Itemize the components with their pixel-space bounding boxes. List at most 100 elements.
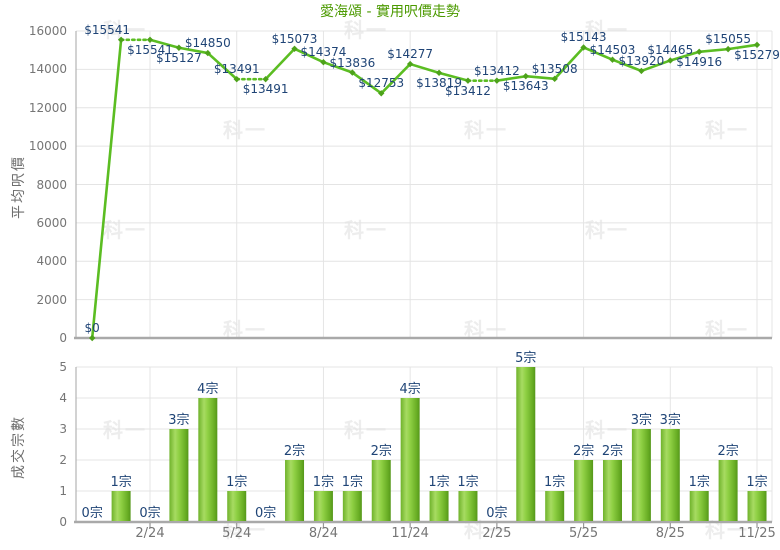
bar-count-label: 4宗 xyxy=(399,382,421,397)
bar-count-label: 1宗 xyxy=(688,475,710,490)
price-point-label: $13836 xyxy=(329,55,376,70)
transaction-bar[interactable] xyxy=(169,429,189,521)
price-point-marker[interactable] xyxy=(551,75,558,83)
transaction-bar[interactable] xyxy=(689,491,709,521)
price-ytick-label: 4000 xyxy=(36,254,67,269)
price-point-label: $13491 xyxy=(213,62,260,77)
price-ytick-label: 2000 xyxy=(36,292,67,307)
bar-count-label: 1宗 xyxy=(341,475,363,490)
price-point-marker[interactable] xyxy=(609,56,616,63)
price-point-marker[interactable] xyxy=(117,36,125,44)
price-point-marker[interactable] xyxy=(233,75,240,83)
price-point-label: $15055 xyxy=(705,32,752,47)
count-axis-title: 成交宗數 xyxy=(11,415,27,479)
bar-count-label: 1宗 xyxy=(544,475,566,490)
bar-count-label: 0宗 xyxy=(486,506,508,521)
transaction-bar[interactable] xyxy=(371,460,391,521)
price-ytick-label: 10000 xyxy=(28,139,67,154)
transaction-bar[interactable] xyxy=(342,491,362,521)
price-point-marker[interactable] xyxy=(349,69,356,76)
price-point-marker[interactable] xyxy=(262,75,269,83)
transaction-bar[interactable] xyxy=(313,491,333,521)
transaction-bar[interactable] xyxy=(718,460,738,521)
transaction-bar[interactable] xyxy=(227,491,247,521)
price-ytick-label: 6000 xyxy=(36,215,67,230)
bar-count-label: 5宗 xyxy=(515,351,537,366)
price-point-markers xyxy=(89,36,761,342)
price-point-label: $13819 xyxy=(416,75,462,90)
price-point-marker[interactable] xyxy=(320,58,327,66)
price-point-label: $13412 xyxy=(473,63,520,78)
price-point-label: $15143 xyxy=(560,30,607,45)
price-point-marker[interactable] xyxy=(175,44,183,51)
price-ytick-label: 0 xyxy=(59,331,67,345)
transaction-bar[interactable] xyxy=(458,491,478,521)
price-ytick-label: 8000 xyxy=(36,177,67,192)
price-point-marker[interactable] xyxy=(638,67,645,75)
price-point-marker[interactable] xyxy=(204,49,212,57)
price-point-marker[interactable] xyxy=(146,36,154,44)
price-point-label: $15279 xyxy=(734,47,780,62)
price-point-marker[interactable] xyxy=(696,48,703,55)
bar-count-label: 2宗 xyxy=(717,444,739,459)
price-point-marker[interactable] xyxy=(493,77,501,84)
price-point-label: $13412 xyxy=(445,83,491,98)
transaction-bar[interactable] xyxy=(285,460,305,521)
price-point-marker[interactable] xyxy=(464,77,472,84)
transaction-bar[interactable] xyxy=(545,491,565,521)
count-ytick-label: 3 xyxy=(59,422,67,436)
bar-count-label: 1宗 xyxy=(110,475,132,490)
price-point-label: $15541 xyxy=(84,22,130,37)
bar-count-label: 3宗 xyxy=(630,413,653,428)
price-point-marker[interactable] xyxy=(89,334,96,342)
price-point-marker[interactable] xyxy=(724,45,732,53)
price-point-marker[interactable] xyxy=(522,73,529,80)
transaction-bar[interactable] xyxy=(574,460,594,521)
price-line xyxy=(90,38,759,340)
transaction-bars xyxy=(111,367,767,521)
price-point-marker[interactable] xyxy=(580,44,587,51)
x-tick-label: 8/25 xyxy=(655,526,685,541)
price-point-label: $15541 xyxy=(127,42,173,57)
price-point-marker[interactable] xyxy=(753,41,761,49)
bar-count-label: 3宗 xyxy=(659,413,681,428)
transaction-bar[interactable] xyxy=(602,460,622,521)
price-point-marker[interactable] xyxy=(435,69,443,77)
transaction-bar[interactable] xyxy=(111,491,131,521)
price-point-label: $15127 xyxy=(156,50,202,65)
transaction-bar[interactable] xyxy=(631,429,651,521)
bar-count-label: 0宗 xyxy=(81,506,103,521)
x-tick-label: 5/25 xyxy=(568,526,599,541)
bar-count-label: 1宗 xyxy=(746,475,768,490)
transaction-bar[interactable] xyxy=(516,367,536,521)
bar-count-label: 1宗 xyxy=(428,475,450,490)
x-tick-label: 2/25 xyxy=(482,526,512,541)
price-point-label: $13643 xyxy=(502,79,549,94)
price-point-marker[interactable] xyxy=(667,57,674,64)
x-tick-label: 2/24 xyxy=(135,526,165,541)
count-ytick-label: 0 xyxy=(59,515,67,529)
transaction-bar[interactable] xyxy=(198,398,218,521)
transaction-bar[interactable] xyxy=(747,491,767,521)
price-ytick-label: 14000 xyxy=(28,62,67,77)
count-ytick-label: 2 xyxy=(59,453,67,467)
transaction-bar[interactable] xyxy=(429,491,449,521)
bar-count-label: 2宗 xyxy=(283,444,306,459)
transaction-bar[interactable] xyxy=(400,398,420,521)
count-ytick-label: 5 xyxy=(59,360,67,374)
price-point-marker[interactable] xyxy=(378,90,385,97)
transaction-bar[interactable] xyxy=(660,429,680,521)
bar-count-label: 2宗 xyxy=(601,444,624,459)
bar-count-label: 4宗 xyxy=(197,382,219,397)
price-point-marker[interactable] xyxy=(406,60,414,68)
price-ytick-label: 12000 xyxy=(28,100,67,115)
price-point-label: $14374 xyxy=(300,45,347,60)
price-point-label: $14465 xyxy=(647,43,694,58)
price-point-label: $0 xyxy=(84,321,100,335)
bar-count-label: 2宗 xyxy=(370,444,392,459)
x-tick-label: 11/24 xyxy=(391,526,429,541)
price-point-marker[interactable] xyxy=(291,45,298,52)
bar-count-label: 0宗 xyxy=(254,506,277,521)
